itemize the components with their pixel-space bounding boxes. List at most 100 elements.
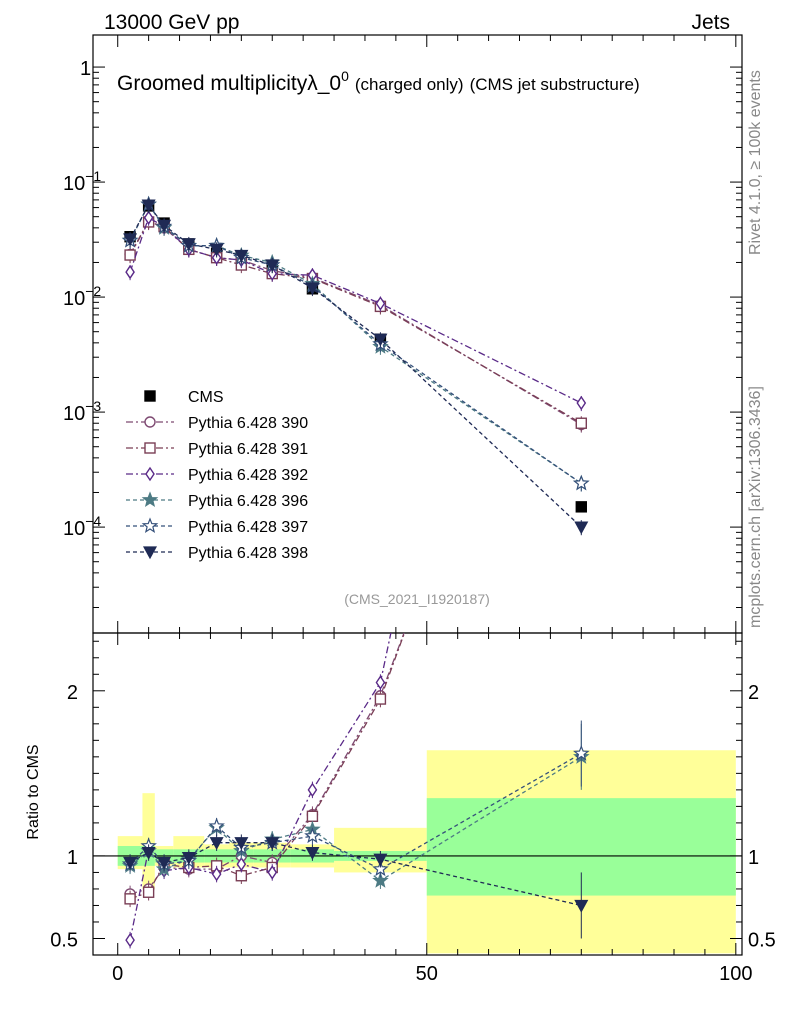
main-ytick-label: 10−1 [63,168,101,195]
title-tail: (CMS jet substructure) [470,75,640,94]
ratio-point-p398 [157,856,172,870]
header-left: 13000 GeV pp [104,11,239,34]
ratio-point-p391 [374,693,387,705]
ratio-point-p398 [574,899,589,913]
point-p392 [211,250,222,265]
main-ytick-label-base: 10 [63,518,85,540]
series-line-p396 [129,203,582,484]
mcplots-citation-label: mcplots.cern.ch [arXiv:1306.3436] [747,386,764,628]
point-p391 [575,417,587,429]
ratio-point-p397 [573,744,590,761]
legend-label-p391: Pythia 6.428 391 [188,441,308,458]
series-p392 [125,210,587,412]
ratio-point-p390 [576,157,586,167]
main-ytick-label-base: 10 [63,288,85,310]
point-p398 [234,249,249,263]
main-ytick-label-exp: −1 [85,168,101,184]
ratio-point-p397 [304,827,321,844]
point-p392 [143,210,154,225]
ratio-ytick-label-right: 2 [748,682,759,704]
ratio-uncertainty-bands [117,750,736,954]
point-p392 [267,266,278,281]
ratio-ytick-label-left: 1 [67,847,78,869]
ratio-ytick-label-right: 0.5 [748,929,776,951]
point-p398 [157,219,172,233]
plot-frames [92,34,743,956]
ratio-ytick-label-right: 1 [748,847,759,869]
main-ytick-label: 1 [80,58,91,80]
ratio-point-p397 [208,817,225,834]
xtick-label: 50 [416,963,438,985]
header-right: Jets [691,11,730,34]
legend-marker-p396 [141,491,159,508]
ratio-point-p391 [576,141,586,151]
point-p398 [265,259,280,273]
ratio-point-p392 [236,856,247,872]
analysis-tag: (CMS_2021_I1920187) [344,591,490,607]
rivet-version-label: Rivet 4.1.0, ≥ 100k events [747,70,764,255]
ratio-series-p398 [123,834,589,939]
main-ytick-label: 10−3 [63,398,101,425]
title-main: Groomed multiplicityλ_0 [117,72,341,95]
ratio-point-p398 [373,853,388,867]
main-ytick-label: 10−2 [63,283,101,310]
ratio-ytick-label-left: 2 [67,682,78,704]
point-p392 [576,395,587,411]
legend-label-p390: Pythia 6.428 390 [188,415,308,432]
ratio-point-p398 [265,837,280,850]
ratio-point-p398 [181,851,196,865]
ratio-point-p398 [123,856,138,870]
legend-marker-p392 [145,466,155,482]
point-p398 [305,282,320,296]
title-small: (charged only) [355,75,464,94]
point-p398 [123,233,138,247]
ratio-point-p398 [209,837,224,850]
main-panel-series [121,195,590,536]
ratio-point-p398 [234,837,249,850]
ratio-point-p392 [307,782,318,798]
ratio-clip-group [121,141,590,949]
ratio-point-p391 [306,810,319,822]
series-line-p397 [129,203,582,484]
ratio-point-p391 [142,886,155,898]
ratio-point-p398 [141,847,156,860]
point-p397 [573,474,590,491]
axis-ticks: 110−110−210−310−42 21 10.5 0.50 50 100 [50,35,776,985]
ratio-point-p398 [305,847,320,860]
title-superscript: 0 [341,68,349,84]
point-p398 [209,243,224,257]
ratio-line-p391 [129,633,406,900]
legend-label-p397: Pythia 6.428 397 [188,519,308,536]
chart-title: Groomed multiplicityλ_00 (charged only) (C… [117,68,640,95]
legend-marker-CMS [144,390,156,402]
ratio-frame [92,632,743,956]
ratio-axis-label: Ratio to CMS [25,744,42,839]
xtick-label: 0 [112,963,123,985]
legend-marker-p391 [144,442,156,454]
point-p392 [375,296,386,311]
ratio-point-p391 [124,893,136,905]
ratio-point-p392 [267,865,278,880]
legend-label-CMS: CMS [188,389,224,406]
series-line-p398 [129,203,582,528]
main-ytick-label-base: 10 [63,173,85,195]
ratio-panel-series [121,141,590,949]
main-clip-group [121,195,590,536]
main-ytick-label-exp: −2 [85,283,101,299]
series-p398 [123,198,589,536]
legend-label-p398: Pythia 6.428 398 [188,545,308,562]
point-p398 [373,333,388,347]
point-p398 [574,521,589,535]
main-frame [92,34,743,634]
legend-label-p396: Pythia 6.428 396 [188,493,308,510]
point-p398 [181,238,196,252]
main-ytick-label-base: 10 [63,403,85,425]
legend-marker-p398 [142,546,158,560]
main-ytick-label-base: 1 [80,58,91,80]
legend-marker-p397 [141,517,159,534]
ratio-point-p392 [375,675,386,690]
ratio-line-p396 [129,756,582,882]
ratio-point-p396 [372,872,389,888]
ratio-ytick-label-left: 0.5 [50,929,78,951]
